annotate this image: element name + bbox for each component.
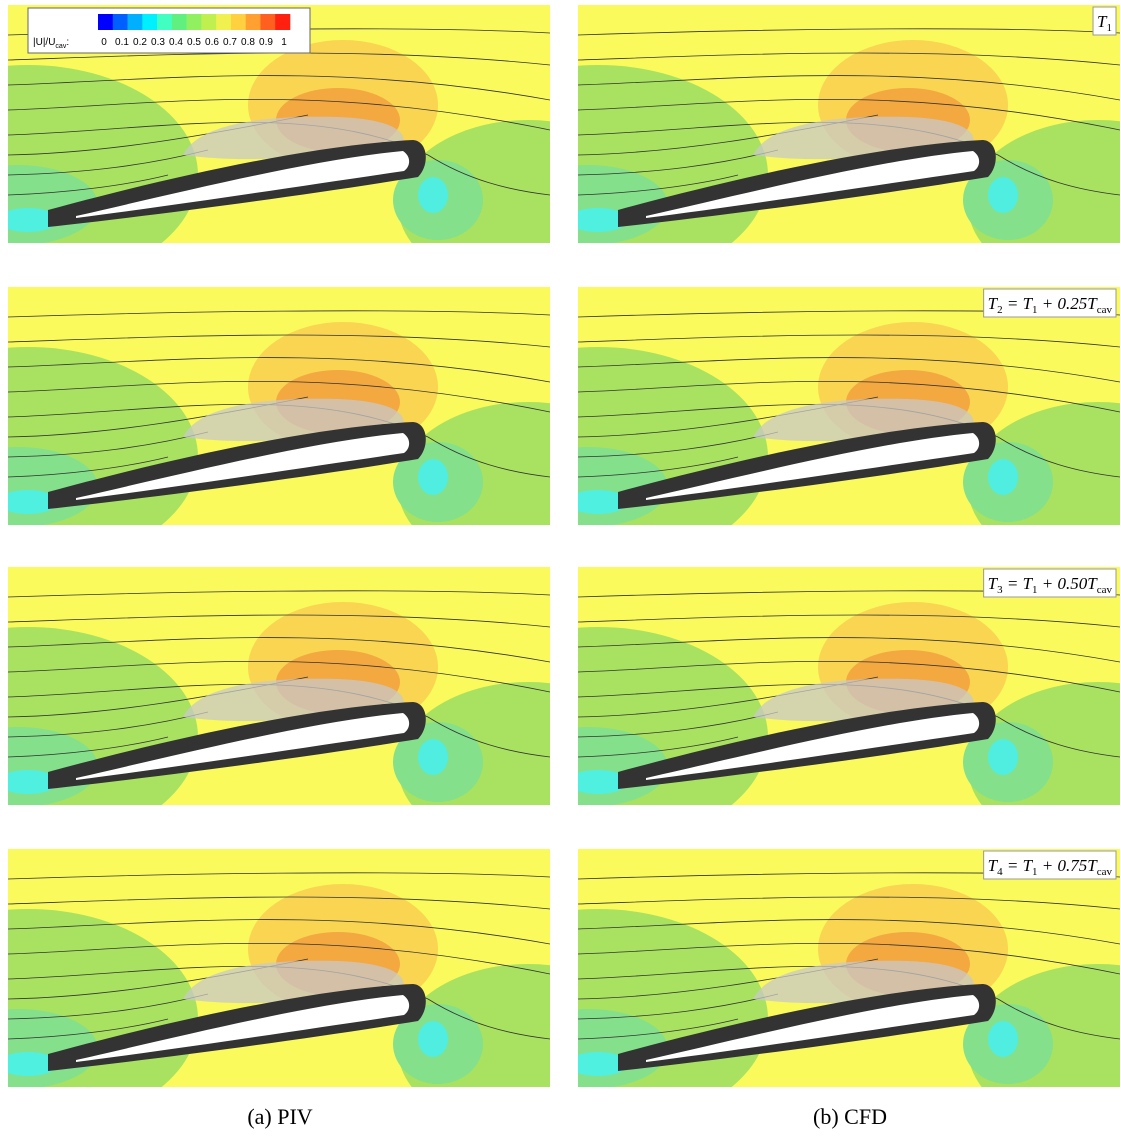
flow-panel: T3 = T1 + 0.50Tcav	[578, 567, 1120, 805]
panel-label: T1	[1097, 12, 1112, 34]
label-part: cav	[1097, 584, 1113, 596]
colorbar-swatch	[245, 14, 261, 30]
flow-panel	[8, 287, 550, 525]
colorbar-swatch	[230, 14, 246, 30]
label-part: cav	[55, 43, 66, 50]
colorbar-tick: 0.5	[187, 37, 201, 48]
colorbar-tick: 0.6	[205, 37, 219, 48]
colorbar-label: |U|/Ucav:	[33, 37, 69, 50]
colorbar-swatch	[275, 14, 291, 30]
panel-label: T4 = T1 + 0.75Tcav	[988, 856, 1113, 878]
label-part: :	[66, 37, 69, 48]
caption: (a) PIV	[247, 1104, 312, 1129]
label-part: 2	[997, 304, 1003, 316]
label-part: cav	[1097, 304, 1113, 316]
label-box	[983, 568, 1117, 598]
colorbar-swatch	[112, 14, 128, 30]
colorbar-tick: 1	[281, 37, 287, 48]
label-part: = T	[1003, 574, 1034, 593]
colorbar-tick: 0.7	[223, 37, 237, 48]
label-box	[983, 850, 1117, 880]
colorbar-swatch	[98, 14, 114, 30]
flow-panel: 0 0.1 0.2 0.3 0.4 0.5 0.6 0.7 0.8 0.9 1 |U|/Ucav:	[8, 5, 550, 243]
label-part: + 0.75T	[1038, 856, 1099, 875]
label-part: + 0.25T	[1038, 294, 1099, 313]
label-part: = T	[1003, 856, 1034, 875]
label-part: T	[988, 856, 999, 875]
label-part: 3	[997, 584, 1003, 596]
flow-panel: T4 = T1 + 0.75Tcav	[578, 849, 1120, 1087]
label-box	[983, 288, 1117, 318]
colorbar-tick: 0.3	[151, 37, 165, 48]
label-part: 4	[997, 866, 1003, 878]
label-part: + 0.50T	[1038, 574, 1099, 593]
colorbar-tick: 0	[101, 37, 107, 48]
colorbar-tick: 0.1	[115, 37, 129, 48]
label-part: T	[1097, 12, 1108, 31]
colorbar-tick: 0.2	[133, 37, 147, 48]
colorbar-swatch	[127, 14, 143, 30]
colorbar-swatch	[201, 14, 217, 30]
label-box	[1092, 6, 1117, 36]
colorbar-tick: 0.9	[259, 37, 273, 48]
label-part: 1	[1032, 866, 1038, 878]
colorbar: 0 0.1 0.2 0.3 0.4 0.5 0.6 0.7 0.8 0.9 1 |U|/Ucav:	[27, 7, 311, 54]
label-part: 1	[1032, 304, 1038, 316]
colorbar-swatch	[260, 14, 276, 30]
flow-panel: T2 = T1 + 0.25Tcav	[578, 287, 1120, 525]
panel-label: T3 = T1 + 0.50Tcav	[988, 574, 1113, 596]
colorbar-tick: 0.8	[241, 37, 255, 48]
label-part: T	[988, 294, 999, 313]
colorbar-tick: 0.4	[169, 37, 183, 48]
colorbar-swatch	[142, 14, 158, 30]
flow-panel	[8, 849, 550, 1087]
colorbar-swatch	[216, 14, 232, 30]
panel-label: T2 = T1 + 0.25Tcav	[988, 294, 1113, 316]
label-part: |U|/U	[33, 37, 55, 48]
label-part: T	[988, 574, 999, 593]
label-part: 1	[1107, 22, 1113, 34]
colorbar-swatch	[186, 14, 202, 30]
colorbar-swatch	[157, 14, 173, 30]
flow-panel: T1	[578, 5, 1120, 243]
label-part: cav	[1097, 866, 1113, 878]
flow-panel	[8, 567, 550, 805]
label-part: = T	[1003, 294, 1034, 313]
label-part: 1	[1032, 584, 1038, 596]
caption: (b) CFD	[813, 1104, 887, 1129]
colorbar-swatch	[171, 14, 187, 30]
